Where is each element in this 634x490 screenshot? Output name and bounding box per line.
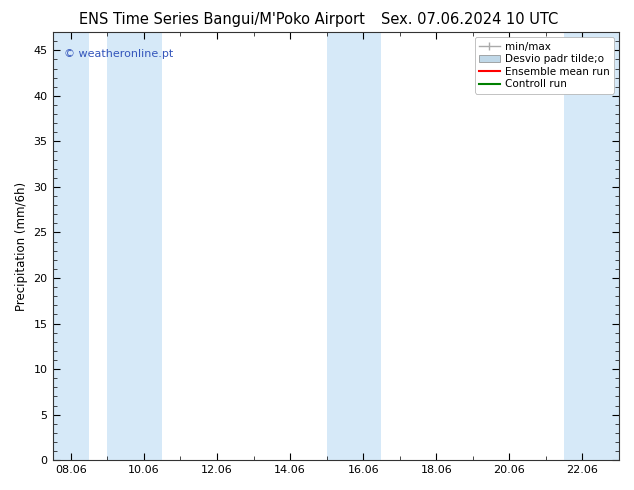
Legend: min/max, Desvio padr tilde;o, Ensemble mean run, Controll run: min/max, Desvio padr tilde;o, Ensemble m… [475,37,614,94]
Y-axis label: Precipitation (mm/6h): Precipitation (mm/6h) [15,182,28,311]
Text: © weatheronline.pt: © weatheronline.pt [64,49,173,59]
Text: ENS Time Series Bangui/M'Poko Airport: ENS Time Series Bangui/M'Poko Airport [79,12,365,27]
Bar [564,32,619,460]
Bar [107,32,162,460]
Bar [327,32,382,460]
Bar [53,32,89,460]
Text: Sex. 07.06.2024 10 UTC: Sex. 07.06.2024 10 UTC [380,12,558,27]
